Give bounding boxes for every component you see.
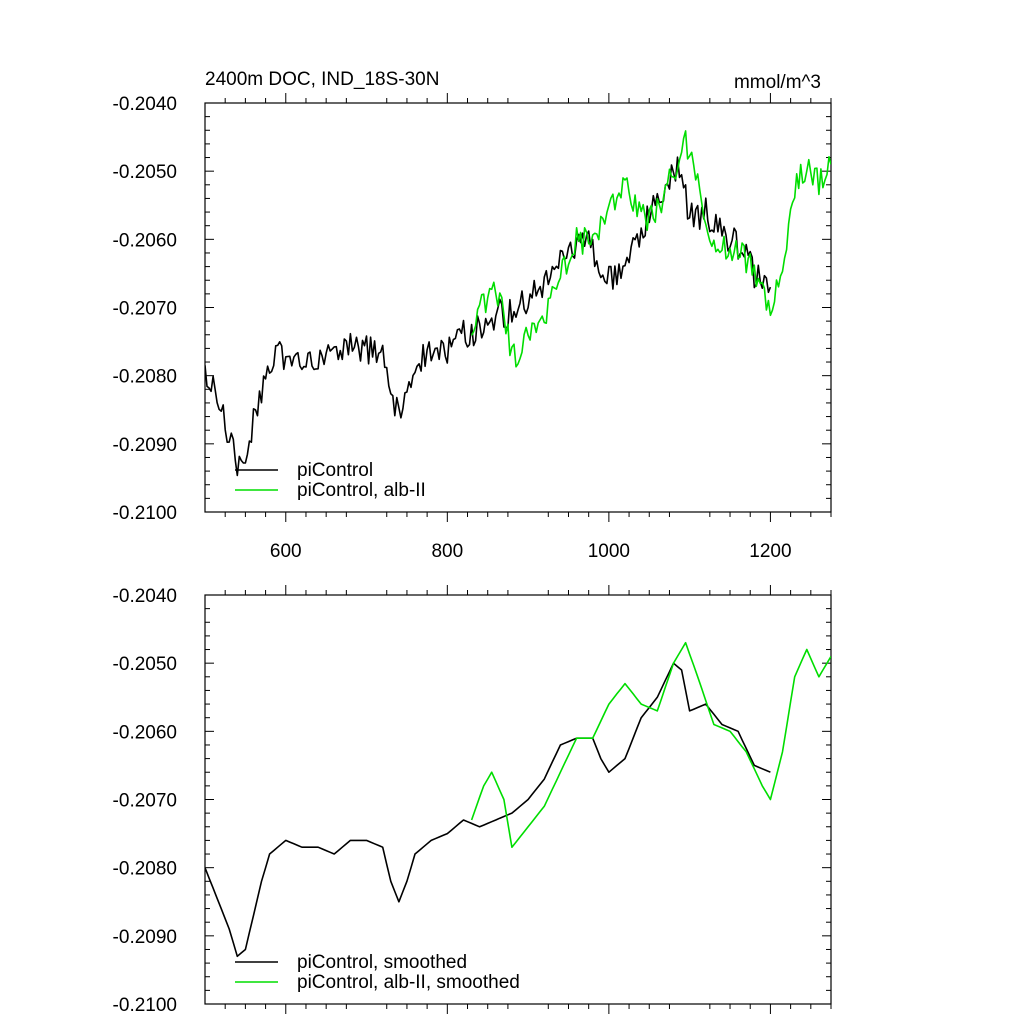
y-tick-label: -0.2050 bbox=[113, 162, 177, 183]
y-tick-label: -0.2050 bbox=[113, 654, 177, 675]
series-line-0 bbox=[205, 156, 772, 477]
series-line-0 bbox=[205, 662, 771, 958]
x-tick-label: 1000 bbox=[588, 541, 630, 562]
y-tick-label: -0.2040 bbox=[113, 586, 177, 607]
y-tick-label: -0.2070 bbox=[113, 791, 177, 812]
y-tick-label: -0.2060 bbox=[113, 230, 177, 251]
y-tick-label: -0.2060 bbox=[113, 722, 177, 743]
legend-label-1: piControl, alb-II bbox=[297, 480, 426, 501]
y-tick-label: -0.2100 bbox=[113, 995, 177, 1016]
plot-frame bbox=[204, 594, 832, 1005]
y-tick-label: -0.2080 bbox=[113, 367, 177, 388]
y-tick-label: -0.2080 bbox=[113, 859, 177, 880]
y-tick-label: -0.2090 bbox=[113, 435, 177, 456]
bottom-panel: -0.2040 -0.2050 -0.2060 -0.2070 -0.2080 -0.20… bbox=[113, 585, 832, 1016]
top-panel: -0.2040 -0.2050 -0.2060 -0.2070 -0.2080 -0.20… bbox=[113, 69, 832, 562]
chart-title: 2400m DOC, IND_18S-30N bbox=[205, 69, 439, 90]
legend-label-0: piControl, smoothed bbox=[297, 952, 467, 973]
units-label: mmol/m^3 bbox=[734, 72, 821, 93]
x-tick-label: 600 bbox=[270, 541, 302, 562]
y-tick-label: -0.2040 bbox=[113, 94, 177, 115]
y-tick-label: -0.2090 bbox=[113, 927, 177, 948]
series-line-1 bbox=[470, 641, 831, 849]
x-tick-label: 1200 bbox=[749, 541, 791, 562]
legend-label-1: piControl, alb-II, smoothed bbox=[297, 972, 520, 993]
y-tick-label: -0.2100 bbox=[113, 503, 177, 524]
x-tick-label: 800 bbox=[431, 541, 463, 562]
series-line-1 bbox=[470, 130, 831, 368]
legend-label-0: piControl bbox=[297, 460, 373, 481]
y-tick-label: -0.2070 bbox=[113, 299, 177, 320]
